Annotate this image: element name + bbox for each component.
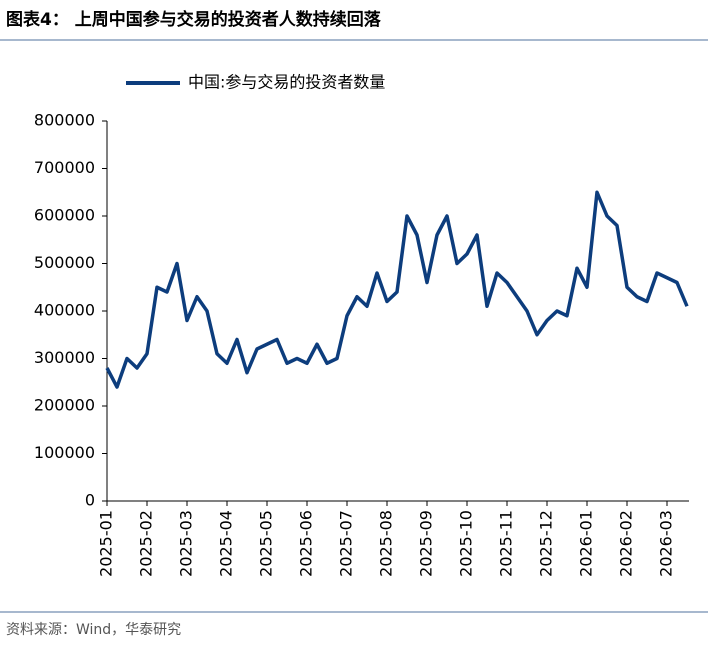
x-tick-label: 2026-02 (617, 510, 636, 577)
y-tick-label: 300000 (34, 348, 95, 367)
y-tick-label: 0 (85, 491, 95, 510)
x-tick-label: 2025-11 (497, 510, 516, 577)
x-tick-label: 2025-12 (537, 510, 556, 577)
y-tick-label: 100000 (34, 443, 95, 462)
x-tick-label: 2025-09 (417, 510, 436, 577)
legend-label: 中国:参与交易的投资者数量 (188, 73, 385, 92)
y-tick-label: 600000 (34, 206, 95, 225)
x-tick-label: 2026-01 (577, 510, 596, 577)
y-tick-label: 800000 (34, 111, 95, 130)
x-tick-label: 2025-02 (137, 510, 156, 577)
x-tick-label: 2026-03 (657, 510, 676, 577)
x-tick-label: 2025-06 (297, 510, 316, 577)
y-tick-label: 200000 (34, 396, 95, 415)
x-tick-label: 2025-04 (217, 510, 236, 577)
y-tick-label: 500000 (34, 253, 95, 272)
x-tick-label: 2025-10 (457, 510, 476, 577)
y-tick-label: 400000 (34, 301, 95, 320)
x-tick-label: 2025-01 (97, 510, 116, 577)
series-line (105, 190, 689, 389)
y-tick-label: 700000 (34, 158, 95, 177)
x-tick-label: 2025-07 (337, 510, 356, 577)
chart-title: 图表4： 上周中国参与交易的投资者人数持续回落 (6, 9, 382, 30)
x-tick-label: 2025-08 (377, 510, 396, 577)
x-tick-label: 2025-03 (177, 510, 196, 577)
source: 资料来源：Wind，华泰研究 (6, 622, 181, 638)
x-tick-label: 2025-05 (257, 510, 276, 577)
